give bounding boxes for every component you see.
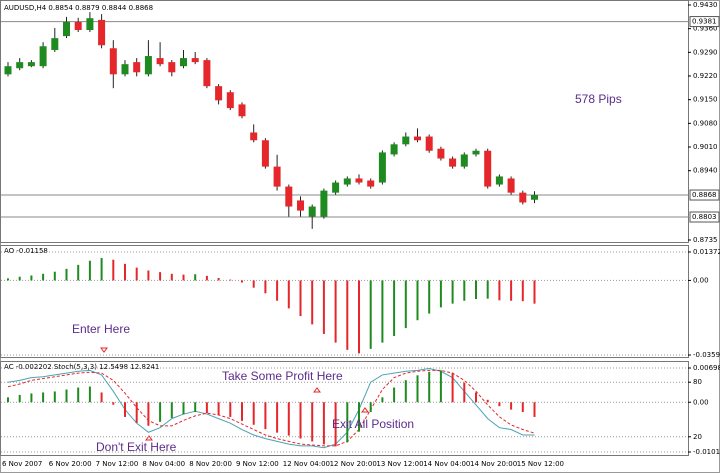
- y-tick-label: 0.01372: [693, 248, 720, 256]
- y2-tick-label: 80: [693, 378, 702, 386]
- candle-body: [472, 150, 480, 155]
- candle-body: [425, 136, 433, 151]
- arrow-icons: [100, 347, 369, 441]
- candle-body: [63, 21, 70, 37]
- x-tick-label: 15 Nov 12:00: [517, 460, 564, 468]
- x-tick-label: 14 Nov 20:00: [470, 460, 517, 468]
- candle-body: [27, 62, 35, 67]
- candle-body: [367, 180, 375, 187]
- y-tick-label: 0.8940: [693, 167, 718, 175]
- candle-body: [519, 192, 527, 203]
- candle-body: [414, 136, 421, 141]
- candle-body: [109, 48, 117, 75]
- annotation: Exit All Position: [332, 417, 414, 431]
- x-tick-label: 6 Nov 2007: [2, 460, 42, 468]
- annotation: Take Some Profit Here: [222, 369, 343, 383]
- y-tick-label: 0.006989: [693, 364, 720, 372]
- candle-body: [460, 154, 468, 167]
- candle-body: [51, 38, 59, 50]
- annotation: Don't Exit Here: [96, 440, 177, 454]
- candle-body: [39, 46, 47, 67]
- x-tick-label: 12 Nov 20:00: [330, 460, 377, 468]
- panel-title: AC -0.002202 Stoch(5,3,3) 12.5498 12.824…: [4, 363, 159, 371]
- y-tick-label: 0.9010: [693, 143, 718, 151]
- candle-body: [133, 62, 141, 73]
- candle-body: [250, 132, 258, 141]
- candle-body: [86, 18, 94, 31]
- price-panel: [0, 0, 689, 243]
- stoch-line: [7, 368, 535, 449]
- y-tick-label: -0.03598: [693, 351, 720, 359]
- candle-body: [484, 150, 492, 187]
- candle-body: [16, 62, 24, 69]
- candle-body: [180, 58, 187, 67]
- y-tick-label: 0.8735: [693, 236, 718, 244]
- annotation: 578 Pips: [575, 92, 622, 106]
- y-tick-label: 0.9220: [693, 72, 718, 80]
- candle-body: [507, 178, 515, 193]
- x-tick-label: 8 Nov 20:00: [189, 460, 232, 468]
- candle-body: [285, 186, 293, 207]
- y-tick-label: 0.9290: [693, 48, 718, 56]
- candle-body: [98, 19, 106, 46]
- x-tick-label: 8 Nov 04:00: [142, 460, 185, 468]
- candle-body: [121, 64, 129, 75]
- x-tick-label: 14 Nov 04:00: [423, 460, 470, 468]
- candle-body: [4, 66, 12, 75]
- candle-body: [308, 206, 316, 217]
- candle-body: [343, 178, 351, 185]
- y-tick-label: 0.00: [693, 398, 709, 406]
- candle-body: [203, 60, 211, 87]
- candle-body: [168, 62, 176, 73]
- level-label: 0.9381: [692, 18, 717, 26]
- x-tick-label: 12 Nov 04:00: [283, 460, 330, 468]
- candle-body: [332, 182, 340, 193]
- candle-body: [402, 136, 410, 145]
- candle-body: [215, 86, 223, 101]
- panel-title: AUDUSD,H4 0.8854 0.8879 0.8844 0.8868: [4, 4, 153, 12]
- x-tick-label: 9 Nov 12:00: [236, 460, 279, 468]
- y-tick-label: 0.9150: [693, 96, 718, 104]
- level-label: 0.8868: [692, 191, 717, 199]
- candle-body: [437, 148, 445, 159]
- candle-body: [378, 152, 386, 183]
- candle-body: [74, 21, 82, 31]
- x-tick-label: 7 Nov 12:00: [96, 460, 139, 468]
- panel-title: AO -0.01158: [4, 247, 48, 255]
- candle-body: [144, 56, 152, 75]
- candle-body: [156, 58, 164, 65]
- candle-body: [449, 158, 457, 167]
- candle-body: [273, 166, 281, 187]
- candle-body: [238, 104, 246, 117]
- x-tick-label: 6 Nov 20:00: [49, 460, 92, 468]
- x-tick-label: 13 Nov 12:00: [376, 460, 423, 468]
- candle-body: [297, 200, 304, 211]
- y-tick-label: 0.00: [693, 276, 709, 284]
- annotation: Enter Here: [72, 322, 130, 336]
- candle-body: [191, 58, 199, 63]
- ac-panel: [0, 361, 689, 456]
- y-tick-label: 0.9430: [693, 1, 718, 9]
- candle-body: [261, 140, 269, 167]
- candle-body: [390, 144, 398, 155]
- y-tick-label: 0.9360: [693, 25, 718, 33]
- candle-body: [320, 190, 328, 217]
- level-label: 0.8803: [692, 213, 717, 221]
- candle-body: [226, 92, 234, 109]
- ao-panel: [0, 245, 689, 358]
- candle-body: [531, 195, 538, 200]
- y-tick-label: 0.9080: [693, 119, 718, 127]
- level-box: [689, 16, 720, 28]
- level-box: [689, 211, 720, 223]
- candle-body: [355, 178, 363, 183]
- candle-body: [495, 176, 503, 185]
- y2-tick-label: 20: [693, 433, 702, 441]
- y-tick-label: -0.01015: [693, 448, 720, 456]
- level-box: [689, 189, 720, 201]
